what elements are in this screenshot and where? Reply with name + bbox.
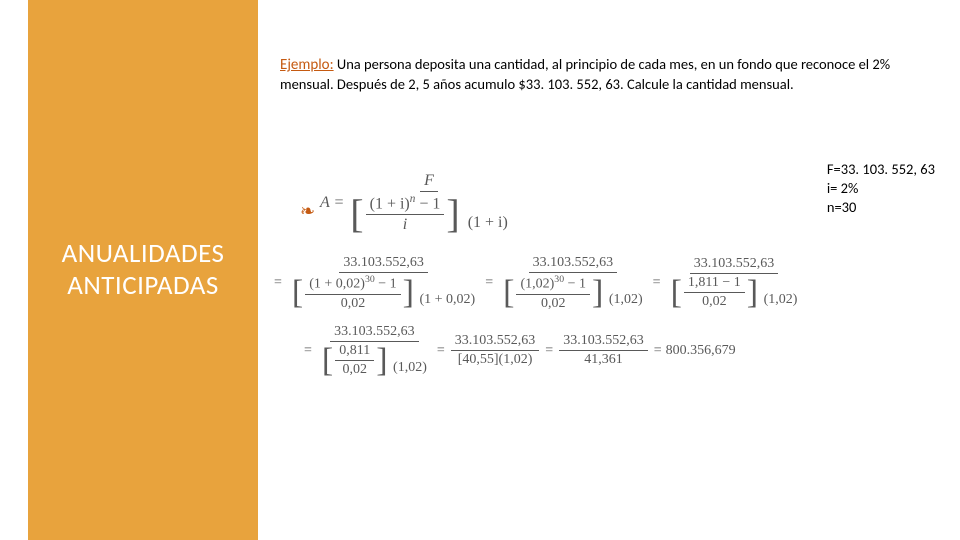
calc-row-2: = 33.103.552,63 0,811 0,02 (1,02) = 33.1… (300, 324, 803, 378)
main-fraction: F (1 + i)n − 1 i (1 + i) (346, 172, 512, 234)
given-n: n=30 (827, 198, 935, 217)
inner-frac: (1 + i)n − 1 i (366, 193, 445, 234)
s1-den: (1 + 0,02)30 − 1 0,02 (1 + 0,02) (288, 273, 479, 312)
slide-title: ANUALIDADES ANTICIPADAS (62, 238, 225, 303)
frac-den: (1 + i)n − 1 i (1 + i) (346, 192, 512, 234)
inner-num: (1 + i)n − 1 (366, 193, 445, 215)
bracket: (1 + i)n − 1 i (350, 193, 459, 234)
factor: (1 + i) (468, 214, 508, 231)
frac-num-F: F (420, 172, 438, 192)
title-line-2: ANTICIPADAS (67, 269, 219, 302)
s5-den: [40,55](1,02) (454, 351, 537, 368)
given-values: F=33. 103. 552, 63 i= 2% n=30 (827, 160, 935, 217)
A-equals: A = (320, 194, 344, 212)
s5-num: 33.103.552,63 (451, 333, 540, 351)
s6-den: 41,361 (580, 351, 627, 368)
s3-den: 1,811 − 1 0,02 (1,02) (667, 274, 802, 310)
s4-den: 0,811 0,02 (1,02) (318, 342, 431, 378)
given-i: i= 2% (827, 179, 935, 198)
main-formula: A = F (1 + i)n − 1 i (1 + i) (300, 172, 514, 234)
final-result: 800.356,679 (666, 343, 736, 359)
content-area: Ejemplo: Una persona deposita una cantid… (280, 55, 940, 125)
given-F: F=33. 103. 552, 63 (827, 160, 935, 179)
inner-den: i (399, 215, 411, 234)
calc-row-1: = 33.103.552,63 (1 + 0,02)30 − 1 0,02 (1… (270, 255, 803, 312)
title-line-1: ANUALIDADES (62, 237, 225, 270)
s2-den: (1,02)30 − 1 0,02 (1,02) (499, 273, 647, 312)
sidebar-panel: ANUALIDADES ANTICIPADAS (28, 0, 258, 540)
example-label: Ejemplo: (280, 56, 334, 74)
s2-num: 33.103.552,63 (529, 255, 618, 273)
s3-num: 33.103.552,63 (690, 256, 779, 274)
s6-num: 33.103.552,63 (559, 333, 648, 351)
problem-statement: Ejemplo: Una persona deposita una cantid… (280, 55, 940, 95)
calculation-steps: = 33.103.552,63 (1 + 0,02)30 − 1 0,02 (1… (270, 255, 803, 390)
problem-text: Una persona deposita una cantidad, al pr… (280, 55, 890, 93)
s4-num: 33.103.552,63 (330, 324, 419, 342)
s1-num: 33.103.552,63 (339, 255, 428, 273)
